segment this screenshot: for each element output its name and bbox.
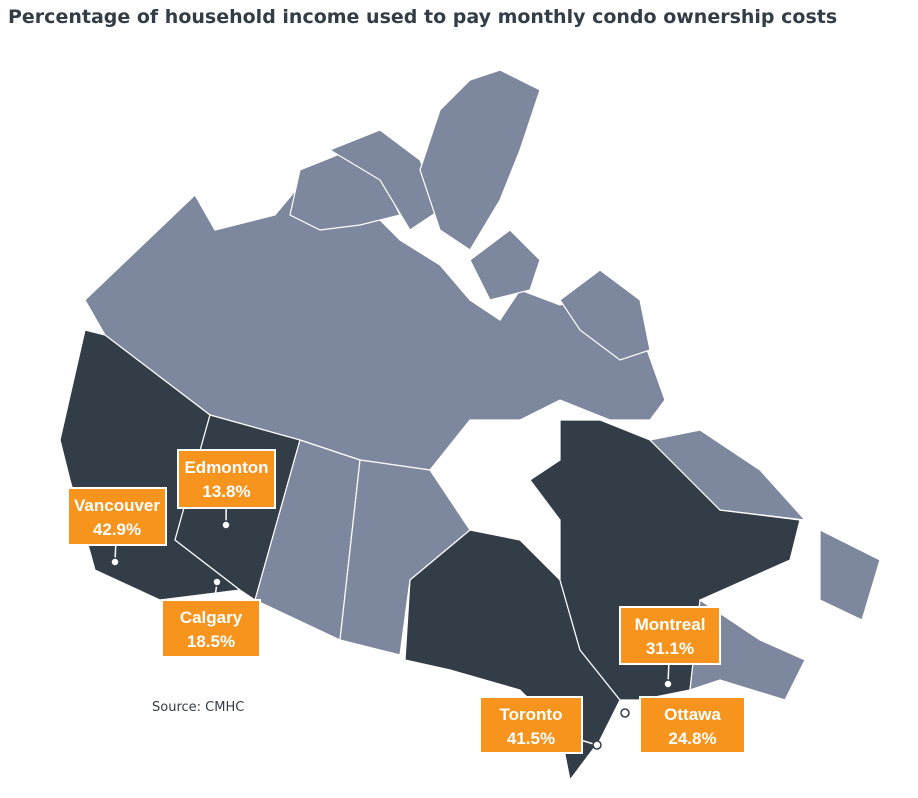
- city-percent: 24.8%: [668, 729, 716, 748]
- city-dot: [620, 708, 630, 718]
- newfoundland: [819, 529, 881, 621]
- city-percent: 42.9%: [93, 520, 141, 539]
- label-box: [67, 487, 167, 546]
- arctic-island: [469, 229, 541, 301]
- city-labels: Vancouver 42.9% Edmonton 13.8% Calgary 18.5% M…: [67, 449, 746, 754]
- source: Source: CMHC: [152, 700, 244, 715]
- city-name: Edmonton: [184, 458, 268, 477]
- label-box: [161, 599, 261, 658]
- labrador: [648, 429, 807, 521]
- city-dot: [592, 740, 602, 750]
- city-percent: 13.8%: [202, 482, 250, 501]
- label-box: [479, 696, 583, 754]
- city-name: Montreal: [635, 615, 706, 634]
- city-name: Calgary: [180, 608, 243, 627]
- city-dot: [221, 520, 231, 530]
- city-dot: [663, 679, 673, 689]
- city-percent: 41.5%: [507, 729, 555, 748]
- city-percent: 18.5%: [187, 632, 235, 651]
- canada: [59, 69, 881, 782]
- label-box: [177, 449, 276, 509]
- label-box: [639, 696, 746, 754]
- arctic-island: [559, 269, 651, 361]
- city-dot: [212, 577, 222, 587]
- title: Percentage of household income used to p…: [8, 6, 837, 28]
- city-name: Vancouver: [74, 496, 160, 515]
- label-box: [619, 606, 721, 665]
- city-name: Toronto: [500, 705, 563, 724]
- city-percent: 31.1%: [646, 639, 694, 658]
- city-name: Ottawa: [664, 705, 721, 724]
- city-dot: [110, 557, 120, 567]
- arctic-island: [419, 69, 541, 251]
